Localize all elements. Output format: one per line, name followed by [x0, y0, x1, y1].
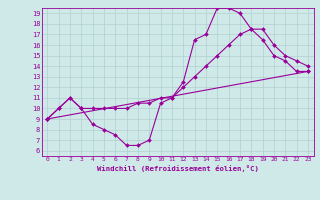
X-axis label: Windchill (Refroidissement éolien,°C): Windchill (Refroidissement éolien,°C) [97, 165, 259, 172]
